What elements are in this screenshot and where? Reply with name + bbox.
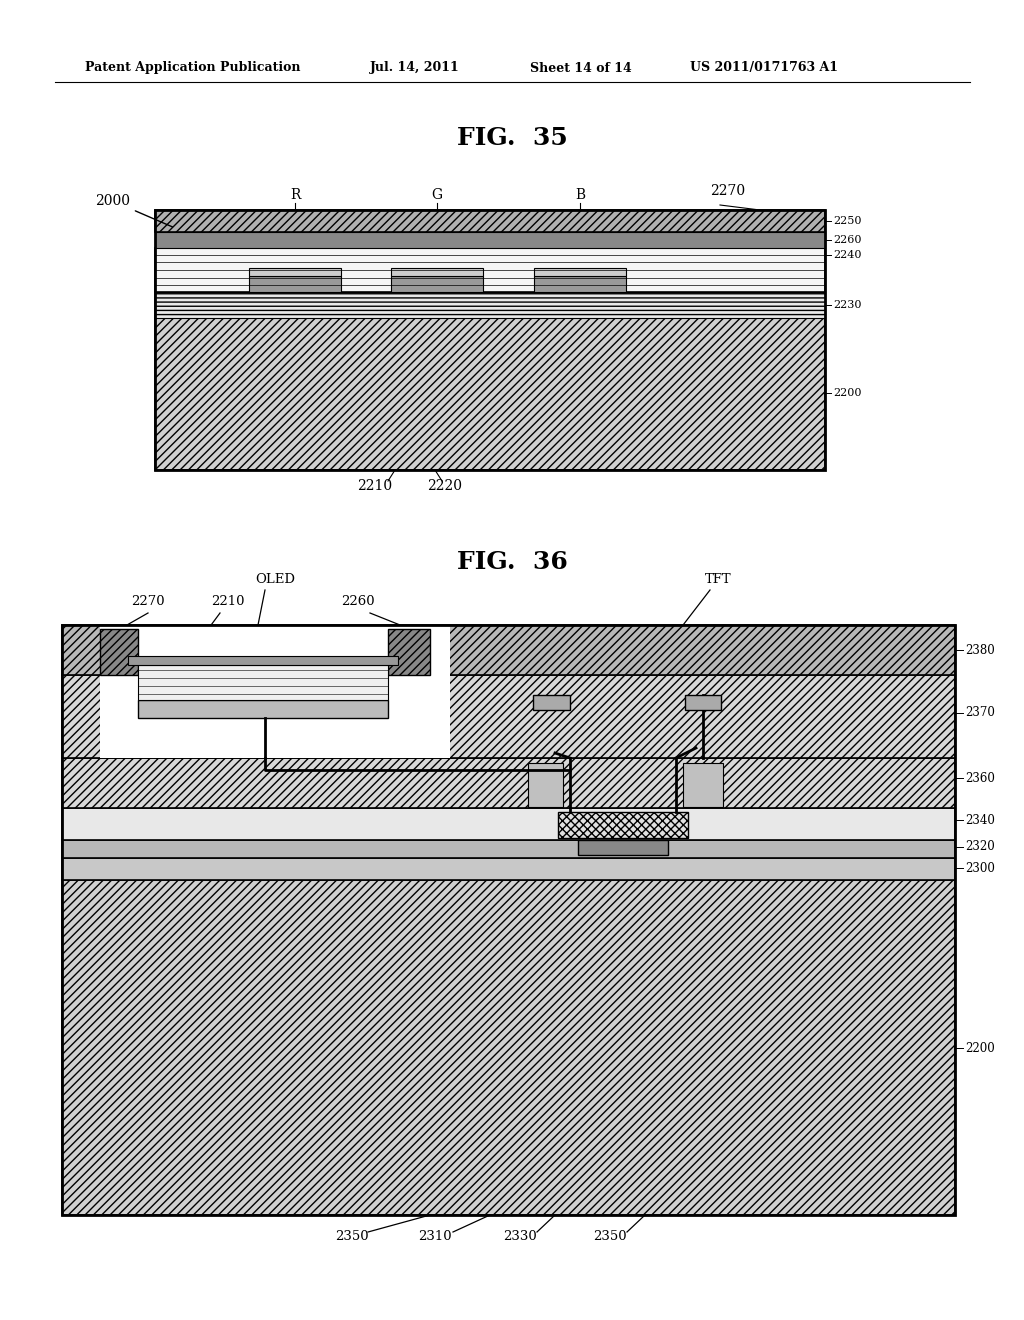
- Bar: [155, 292, 825, 318]
- Bar: [128, 656, 398, 665]
- Text: Patent Application Publication: Patent Application Publication: [85, 62, 300, 74]
- Text: 2210: 2210: [211, 595, 245, 609]
- Bar: [62, 758, 955, 808]
- Text: 2270: 2270: [710, 183, 745, 198]
- Text: 2300: 2300: [965, 862, 995, 874]
- Text: 2370: 2370: [965, 706, 995, 719]
- Bar: [249, 276, 341, 292]
- Text: 2220: 2220: [427, 479, 463, 492]
- Text: 2200: 2200: [833, 388, 861, 399]
- Bar: [62, 858, 955, 880]
- Text: 2250: 2250: [833, 216, 861, 226]
- Bar: [249, 268, 341, 276]
- Bar: [62, 624, 955, 675]
- Text: Jul. 14, 2011: Jul. 14, 2011: [370, 62, 460, 74]
- Text: G: G: [431, 187, 442, 202]
- Text: 2210: 2210: [357, 479, 392, 492]
- Text: Sheet 14 of 14: Sheet 14 of 14: [530, 62, 632, 74]
- Text: 2330: 2330: [503, 1230, 537, 1243]
- Text: FIG.  35: FIG. 35: [457, 125, 567, 150]
- Text: 2320: 2320: [965, 841, 994, 854]
- Bar: [683, 763, 723, 807]
- Bar: [100, 630, 138, 675]
- Bar: [534, 696, 570, 710]
- Bar: [155, 248, 825, 292]
- Bar: [62, 880, 955, 1214]
- Text: 2270: 2270: [131, 595, 165, 609]
- Bar: [62, 840, 955, 858]
- Bar: [155, 210, 825, 232]
- Text: 2260: 2260: [341, 595, 375, 609]
- Text: R: R: [290, 187, 300, 202]
- Bar: [155, 232, 825, 248]
- Text: 2340: 2340: [965, 813, 995, 826]
- Bar: [685, 696, 721, 710]
- Bar: [558, 812, 688, 838]
- Bar: [391, 268, 483, 276]
- Text: 2230: 2230: [833, 300, 861, 310]
- Bar: [155, 318, 825, 470]
- Text: 2000: 2000: [95, 194, 172, 227]
- Bar: [62, 675, 955, 758]
- Bar: [138, 665, 388, 700]
- Text: FIG.  36: FIG. 36: [457, 550, 567, 574]
- Bar: [391, 276, 483, 292]
- Text: 2380: 2380: [965, 644, 994, 656]
- Text: TFT: TFT: [705, 573, 731, 586]
- Bar: [528, 763, 563, 807]
- Text: 2200: 2200: [965, 1041, 994, 1055]
- Text: 2260: 2260: [833, 235, 861, 246]
- Text: 2360: 2360: [965, 771, 995, 784]
- Bar: [534, 268, 626, 276]
- Bar: [534, 276, 626, 292]
- Text: 2350: 2350: [335, 1230, 369, 1243]
- Bar: [578, 840, 668, 855]
- Text: 2310: 2310: [418, 1230, 452, 1243]
- Bar: [388, 630, 430, 675]
- Text: US 2011/0171763 A1: US 2011/0171763 A1: [690, 62, 838, 74]
- Bar: [62, 808, 955, 840]
- Text: B: B: [574, 187, 585, 202]
- Text: 2350: 2350: [593, 1230, 627, 1243]
- Bar: [62, 624, 955, 1214]
- Bar: [155, 292, 825, 318]
- Bar: [155, 210, 825, 470]
- Bar: [138, 700, 388, 718]
- Text: 2240: 2240: [833, 249, 861, 260]
- Bar: [100, 624, 450, 758]
- Text: OLED: OLED: [255, 573, 295, 586]
